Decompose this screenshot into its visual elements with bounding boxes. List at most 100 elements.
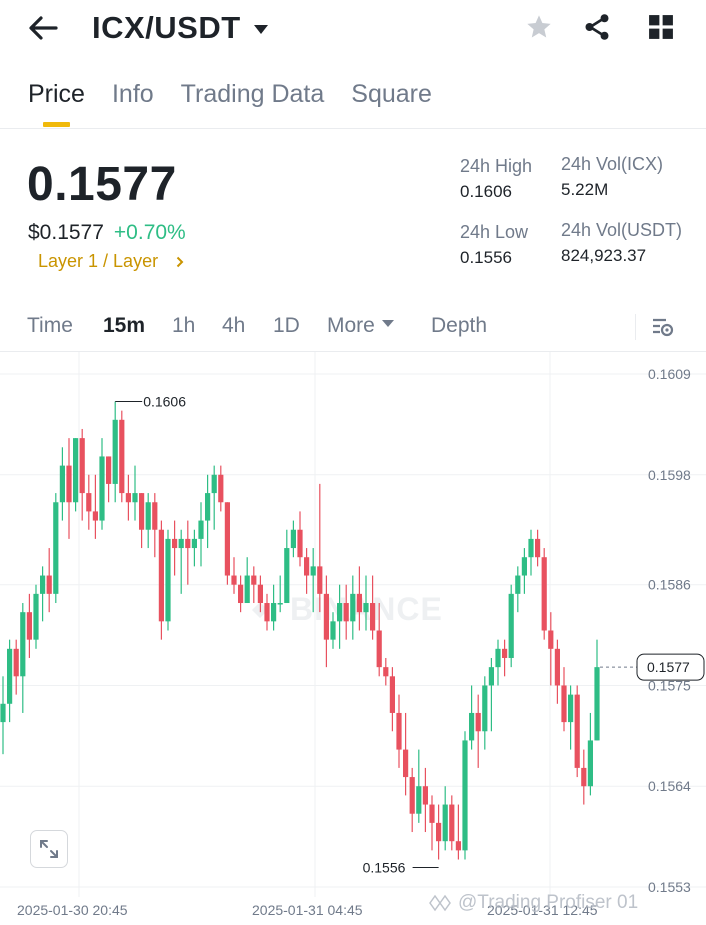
stat-vol-base-label: 24h Vol(ICX): [561, 154, 664, 174]
favorite-button[interactable]: [524, 12, 554, 42]
candle-body: [317, 566, 323, 594]
candle-body: [323, 593, 329, 640]
category-tag[interactable]: Layer 1 / Layer: [38, 251, 184, 272]
fullscreen-button[interactable]: [30, 830, 68, 868]
tab-info-label: Info: [111, 80, 154, 108]
interval-1d[interactable]: 1D: [273, 314, 300, 337]
candle-body: [139, 493, 145, 530]
candle-body: [198, 520, 204, 539]
candle-body: [211, 474, 217, 494]
interval-15m[interactable]: 15m: [103, 314, 146, 337]
candle-body: [132, 493, 138, 503]
layout-button[interactable]: [646, 12, 676, 42]
candle-body: [92, 511, 98, 521]
candle-body: [119, 419, 125, 494]
expand-icon: [40, 840, 58, 858]
price-usd: $0.1577: [28, 221, 104, 244]
tab-price[interactable]: Price: [28, 80, 85, 127]
share-button[interactable]: [582, 12, 612, 42]
footer-watermark-text: @Trading Profiser 01: [458, 892, 639, 913]
candle-body: [541, 557, 547, 631]
stat-high-value: 0.1606: [460, 182, 512, 201]
candle-body: [515, 575, 521, 594]
footer-watermark: @Trading Profiser 01: [428, 892, 638, 914]
tab-square[interactable]: Square: [351, 80, 432, 120]
candle-body: [535, 538, 541, 558]
candle-body: [363, 603, 369, 613]
candle-body: [112, 419, 118, 484]
x-tick-label: 2025-01-31 04:45: [252, 902, 363, 918]
candle-body: [284, 548, 290, 604]
candle-body: [33, 593, 39, 640]
candle-body: [165, 538, 171, 622]
candle-body: [337, 603, 343, 622]
candle-body: [145, 502, 151, 530]
interval-4h[interactable]: 4h: [222, 314, 246, 337]
chart-settings-button[interactable]: [648, 312, 678, 342]
arrow-left-icon: [29, 16, 58, 40]
tab-trading-data[interactable]: Trading Data: [181, 80, 325, 120]
tab-price-label: Price: [28, 80, 85, 108]
y-tick-label: 0.1564: [648, 778, 691, 794]
tab-square-label: Square: [351, 80, 432, 108]
candle-body: [40, 575, 46, 594]
candle-body: [482, 685, 488, 732]
candle-body: [244, 575, 250, 604]
pair-selector[interactable]: ICX/USDT: [92, 10, 269, 46]
candle-body: [26, 612, 32, 640]
candle-body: [79, 438, 85, 494]
price-chart[interactable]: 0.16090.15980.15860.15750.15640.1553BINA…: [0, 352, 706, 925]
candle-body: [0, 703, 6, 723]
tabs-divider: [0, 128, 706, 129]
interval-more[interactable]: More: [327, 314, 395, 338]
candle-body: [370, 603, 376, 631]
candle-body: [7, 648, 13, 704]
candle-body: [297, 529, 303, 558]
interval-time[interactable]: Time: [27, 314, 73, 337]
y-tick-label: 0.1609: [648, 366, 691, 382]
candle-body: [172, 538, 178, 549]
candle-body: [495, 648, 501, 668]
active-tab-indicator: [43, 122, 70, 127]
interval-more-label: More: [327, 314, 375, 337]
low-marker-label: 0.1556: [363, 860, 406, 876]
category-tag-label: Layer 1 / Layer: [38, 251, 159, 271]
last-price-label: 0.1577: [647, 659, 690, 675]
interval-bar: Time 15m 1h 4h 1D More Depth: [0, 306, 706, 348]
candle-body: [462, 740, 468, 851]
candle-body: [521, 557, 527, 576]
chevron-right-icon: [176, 256, 184, 267]
candle-body: [422, 786, 428, 805]
candle-body: [488, 667, 494, 686]
candle-body: [251, 575, 257, 585]
candle-body: [106, 456, 112, 484]
candle-body: [528, 538, 534, 558]
candle-body: [548, 630, 554, 649]
candle-body: [568, 694, 574, 723]
candle-body: [389, 676, 395, 713]
last-price-box: [636, 653, 705, 681]
candle-body: [436, 822, 442, 842]
candle-body: [152, 502, 158, 530]
high-marker-label: 0.1606: [143, 393, 186, 409]
tab-info[interactable]: Info: [112, 80, 154, 120]
star-icon: [527, 15, 551, 38]
candle-body: [403, 749, 409, 778]
candle-body: [376, 630, 382, 668]
candle-body: [191, 538, 197, 549]
candle-body: [271, 603, 277, 622]
interval-depth[interactable]: Depth: [431, 314, 488, 337]
candle-body: [257, 584, 263, 604]
interval-separator: [635, 314, 636, 340]
caret-down-icon: [253, 24, 268, 34]
candle-body: [231, 575, 237, 585]
back-button[interactable]: [28, 12, 64, 44]
candle-body: [475, 712, 481, 732]
interval-1h[interactable]: 1h: [172, 314, 196, 337]
candle-body: [304, 557, 310, 576]
candle-body: [594, 667, 600, 741]
candle-body: [66, 465, 72, 503]
grid-icon: [649, 15, 673, 39]
candle-body: [86, 493, 92, 512]
price-usd-row: $0.1577 +0.70%: [28, 221, 186, 245]
